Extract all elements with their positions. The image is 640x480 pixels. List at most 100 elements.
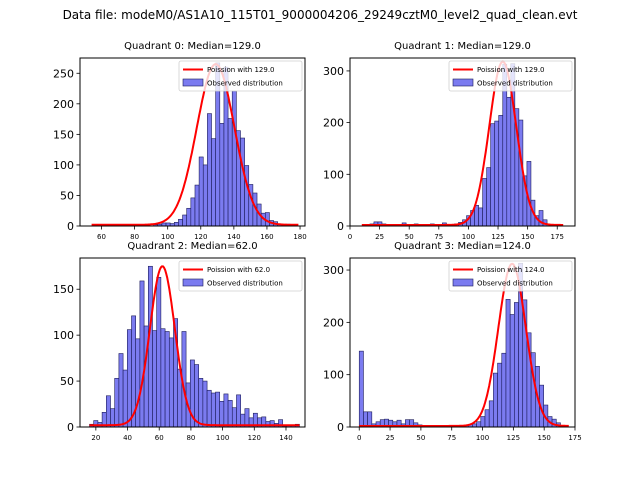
histogram-bar: [135, 338, 141, 428]
x-tick-label: 75: [434, 233, 443, 241]
y-tick: 100: [323, 369, 350, 382]
histogram-bar: [506, 96, 512, 227]
x-tick-label: 175: [551, 233, 564, 241]
x-tick: 100: [216, 427, 229, 442]
histogram-bar: [231, 90, 237, 227]
histogram-bar: [194, 364, 199, 428]
legend: Poission with 62.0 Observed distribution: [178, 260, 303, 292]
histogram-bar: [484, 409, 490, 428]
x-tick-label: 25: [386, 434, 395, 442]
x-tick-label: 150: [521, 233, 534, 241]
x-tick-label: 60: [155, 434, 164, 442]
poisson-curve: [91, 63, 299, 226]
x-tick-label: 50: [405, 233, 414, 241]
y-tick-label: 200: [53, 98, 74, 111]
histogram-bar: [501, 352, 507, 428]
x-tick-label: 100: [216, 434, 229, 442]
histogram-bar: [227, 118, 233, 227]
legend-box: [448, 260, 573, 292]
y-tick-label: 300: [323, 264, 344, 277]
axes-frame: [349, 57, 576, 227]
histogram-bar: [198, 156, 204, 227]
legend-label-observed: Observed distribution: [477, 280, 553, 288]
x-tick: 80: [130, 226, 139, 241]
histogram-bar: [240, 137, 245, 227]
x-tick: 50: [405, 226, 414, 241]
histogram-bar: [198, 378, 204, 428]
x-tick: 100: [161, 226, 174, 241]
y-tick-label: 200: [323, 117, 344, 130]
y-tick-label: 150: [53, 128, 74, 141]
poisson-curve: [89, 265, 300, 427]
y-tick-label: 100: [53, 329, 74, 342]
x-tick-label: 25: [375, 233, 384, 241]
subplot-quadrant-3: Quadrant 3: Median=124.0 0 25 50 75 100 125 150…: [323, 241, 582, 442]
axes-frame: [79, 257, 306, 428]
subplot-title: Quadrant 3: Median=124.0: [394, 241, 531, 252]
legend-box: [178, 60, 303, 92]
subplot-quadrant-0: Quadrant 0: Median=129.0 60 80 100 120 140 160…: [53, 41, 307, 241]
histogram-bar: [202, 164, 208, 227]
legend: Poission with 129.0 Observed distribution: [178, 60, 303, 92]
legend-label-poisson: Poission with 129.0: [477, 66, 545, 74]
x-tick-label: 40: [123, 434, 132, 442]
subplot-title: Quadrant 2: Median=62.0: [127, 241, 257, 252]
legend-bar-swatch: [182, 278, 204, 287]
subplot-quadrant-1: Quadrant 1: Median=129.0 0 25 50 75 100 125 150…: [323, 41, 576, 241]
histogram-bar: [106, 395, 111, 428]
histogram-bar: [182, 214, 188, 227]
y-tick-label: 0: [337, 421, 344, 434]
legend-bar-swatch: [452, 278, 474, 287]
histogram-bar: [194, 184, 200, 227]
axes-frame: [79, 57, 306, 227]
y-tick: 250: [53, 67, 80, 80]
x-tick: 160: [260, 226, 274, 241]
x-tick: 100: [476, 427, 489, 442]
x-tick-label: 100: [462, 233, 475, 241]
histogram-bar: [490, 123, 496, 227]
y-tick-label: 150: [53, 283, 74, 296]
histogram-bar: [210, 392, 216, 428]
histogram-bar: [178, 218, 183, 227]
x-tick-label: 120: [194, 233, 207, 241]
poisson-curve: [361, 60, 564, 226]
legend: Poission with 129.0 Observed distribution: [448, 60, 573, 92]
legend: Poission with 124.0 Observed distribution: [448, 260, 573, 292]
histogram-bar: [139, 280, 145, 428]
histogram-bar: [156, 276, 162, 428]
histogram-bar: [174, 222, 179, 227]
histogram-bar: [206, 389, 212, 428]
x-tick: 40: [123, 427, 132, 442]
x-tick: 0: [348, 226, 352, 241]
x-tick: 140: [279, 427, 293, 442]
x-tick-label: 150: [537, 434, 550, 442]
y-tick-label: 100: [53, 159, 74, 172]
y-tick: 50: [60, 189, 80, 202]
histogram-bar: [494, 120, 500, 227]
histogram-bar: [168, 337, 174, 428]
histogram-bar: [358, 350, 364, 428]
x-tick: 140: [227, 226, 241, 241]
histogram-bar: [186, 207, 192, 227]
x-tick-label: 140: [227, 233, 240, 241]
histogram-bar: [498, 115, 504, 227]
histogram-bar: [211, 138, 216, 227]
x-tick: 80: [186, 427, 195, 442]
x-tick-label: 160: [260, 233, 273, 241]
histogram-bar: [219, 400, 225, 428]
histogram-bar: [493, 372, 498, 428]
histogram-bars: [136, 62, 291, 227]
x-tick: 0: [357, 427, 361, 442]
y-tick: 200: [323, 316, 350, 329]
legend-bar-swatch: [182, 78, 204, 87]
y-tick: 150: [53, 128, 80, 141]
y-tick: 300: [323, 264, 350, 277]
x-tick-label: 0: [357, 434, 361, 442]
subplot-quadrant-2: Quadrant 2: Median=62.0 20 40 60 80 100 120 140…: [53, 241, 306, 442]
y-tick: 0: [67, 220, 80, 233]
legend-label-observed: Observed distribution: [477, 80, 553, 88]
histogram-bar: [164, 331, 170, 428]
y-tick: 100: [53, 329, 80, 342]
subplot-title: Quadrant 1: Median=129.0: [394, 41, 531, 52]
legend-label-poisson: Poission with 62.0: [207, 266, 270, 274]
